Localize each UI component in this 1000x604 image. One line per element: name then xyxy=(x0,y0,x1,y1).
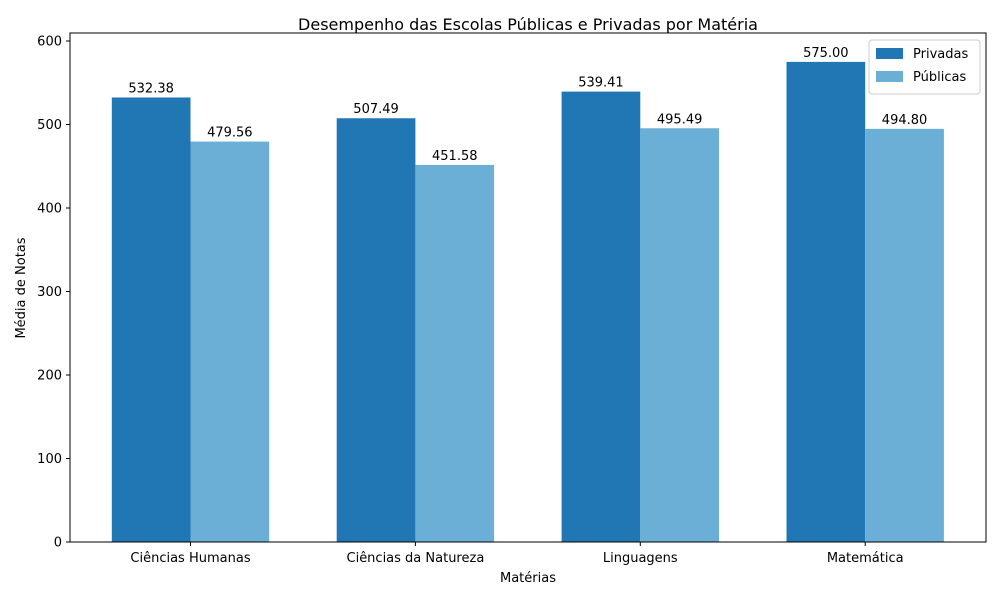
data-label-privadas-2: 507.49 xyxy=(353,102,399,117)
y-tick-label-500: 500 xyxy=(37,118,62,133)
y-axis-label: Média de Notas xyxy=(14,237,29,338)
bars-layer xyxy=(111,61,944,543)
y-tick-label-600: 600 xyxy=(37,35,62,50)
data-label-publicas-1: 479.56 xyxy=(207,126,253,141)
legend-label-privadas: Privadas xyxy=(913,47,968,62)
legend: Privadas Públicas xyxy=(868,39,981,95)
legend-swatch-publicas xyxy=(876,71,903,82)
y-tick-label-200: 200 xyxy=(37,369,62,384)
bar-privadas-2 xyxy=(336,118,416,542)
bar-publicas-3 xyxy=(640,128,719,542)
y-tick-label-0: 0 xyxy=(54,536,62,551)
x-tick-label-1: Ciências Humanas xyxy=(130,551,250,566)
plot-frame xyxy=(69,32,987,543)
x-axis: Ciências Humanas Ciências da Natureza Ling… xyxy=(130,542,904,566)
chart-title: Desempenho das Escolas Públicas e Privad… xyxy=(298,15,758,34)
data-label-publicas-3: 495.49 xyxy=(657,112,703,127)
bar-privadas-3 xyxy=(561,91,641,542)
bar-publicas-2 xyxy=(415,164,495,542)
data-label-publicas-4: 494.80 xyxy=(882,113,928,128)
y-tick-label-100: 100 xyxy=(37,452,62,467)
data-label-privadas-1: 532.38 xyxy=(128,81,174,96)
bar-privadas-4 xyxy=(786,61,866,542)
bar-privadas-1 xyxy=(111,97,191,542)
data-label-privadas-4: 575.00 xyxy=(803,46,849,61)
data-label-publicas-2: 451.58 xyxy=(432,149,478,164)
x-tick-label-2: Ciências da Natureza xyxy=(347,551,485,566)
y-tick-label-400: 400 xyxy=(37,202,62,217)
x-axis-label: Matérias xyxy=(500,571,556,586)
bar-labels-layer: 532.38 479.56 507.49 451.58 539.41 495.49 575.… xyxy=(128,46,927,164)
legend-label-publicas: Públicas xyxy=(913,70,966,85)
bar-publicas-4 xyxy=(865,128,944,543)
y-axis: 0 100 200 300 400 500 600 xyxy=(37,35,70,551)
bar-publicas-1 xyxy=(190,141,270,543)
x-tick-label-3: Linguagens xyxy=(603,551,678,566)
y-tick-label-300: 300 xyxy=(37,285,62,300)
x-tick-label-4: Matemática xyxy=(827,551,904,566)
data-label-privadas-3: 539.41 xyxy=(578,76,624,91)
legend-swatch-privadas xyxy=(876,48,903,59)
